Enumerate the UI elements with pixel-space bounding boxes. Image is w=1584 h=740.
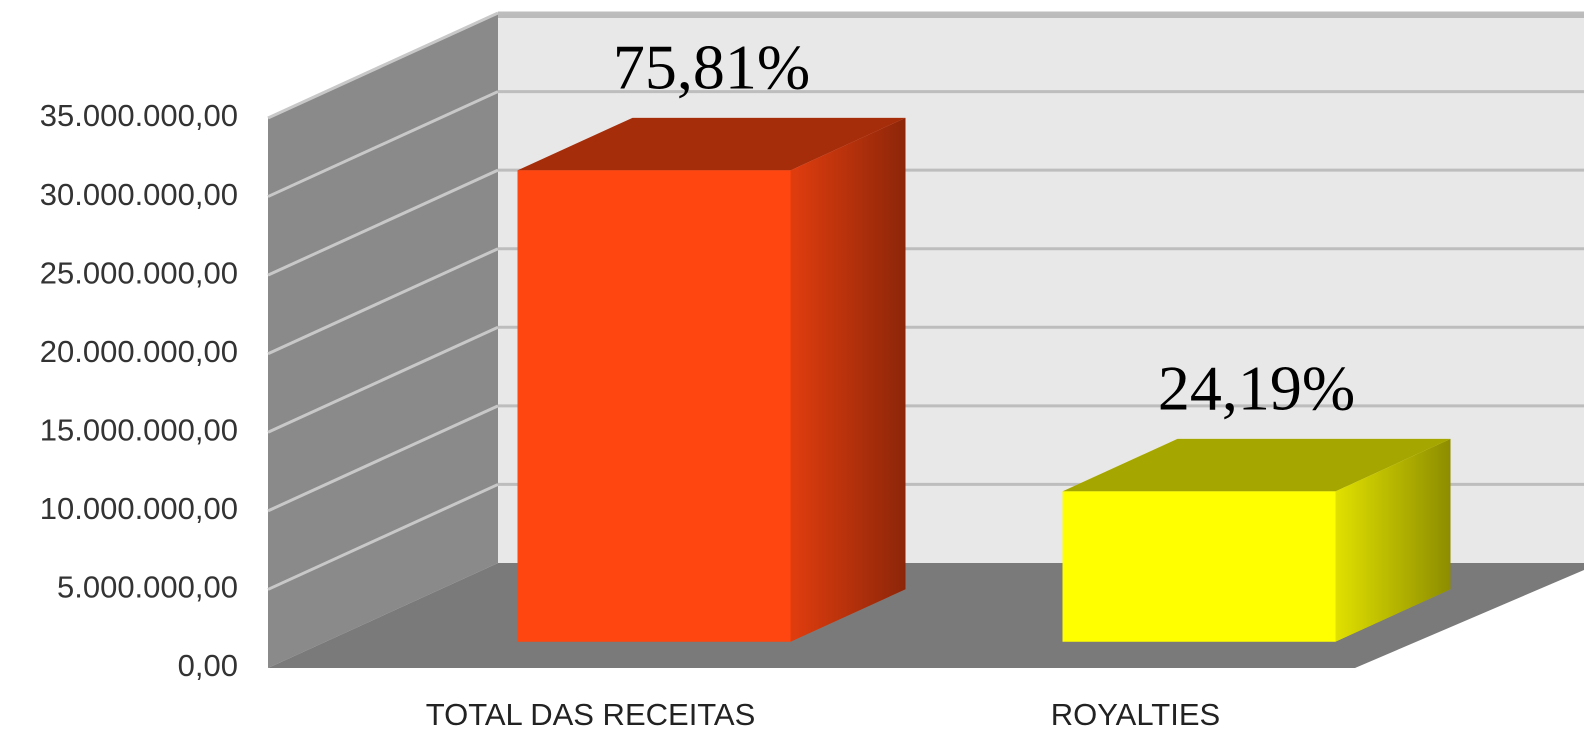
y-tick-label: 25.000.000,00 [40,255,238,290]
bar-top [1062,438,1451,492]
y-tick-label: 15.000.000,00 [40,412,238,447]
y-tick-label: 10.000.000,00 [40,491,238,526]
left-wall [268,14,498,668]
x-tick-label: ROYALTIES [1051,697,1220,732]
y-tick-label: 30.000.000,00 [40,177,238,212]
bar-annotation: 75,81% [613,32,810,103]
grid-line-left [267,90,499,198]
grid-line-left [267,247,499,356]
bar-top [517,117,906,171]
y-tick-label: 20.000.000,00 [40,334,238,369]
bars [517,117,1451,642]
bar-side-shade [790,117,906,642]
bar [517,170,791,642]
grid-line-left [267,168,499,277]
x-tick-label: TOTAL DAS RECEITAS [426,697,756,732]
grid-line-left [267,483,499,591]
grid-line-left [267,325,499,434]
bar-side-shade [1335,438,1451,642]
y-tick-label: 5.000.000,00 [57,570,238,605]
bar-top-shade [1062,438,1451,492]
bar-top-shade [517,117,906,171]
y-tick-label: 0,00 [178,648,238,683]
bar [1062,491,1336,642]
labels: 0,00 5.000.000,00 10.000.000,00 15.000.000,… [40,32,1355,733]
grid-line-left [267,11,499,120]
grid-line-left [267,404,499,513]
bar-annotation: 24,19% [1158,353,1355,424]
y-tick-label: 35.000.000,00 [40,98,238,133]
